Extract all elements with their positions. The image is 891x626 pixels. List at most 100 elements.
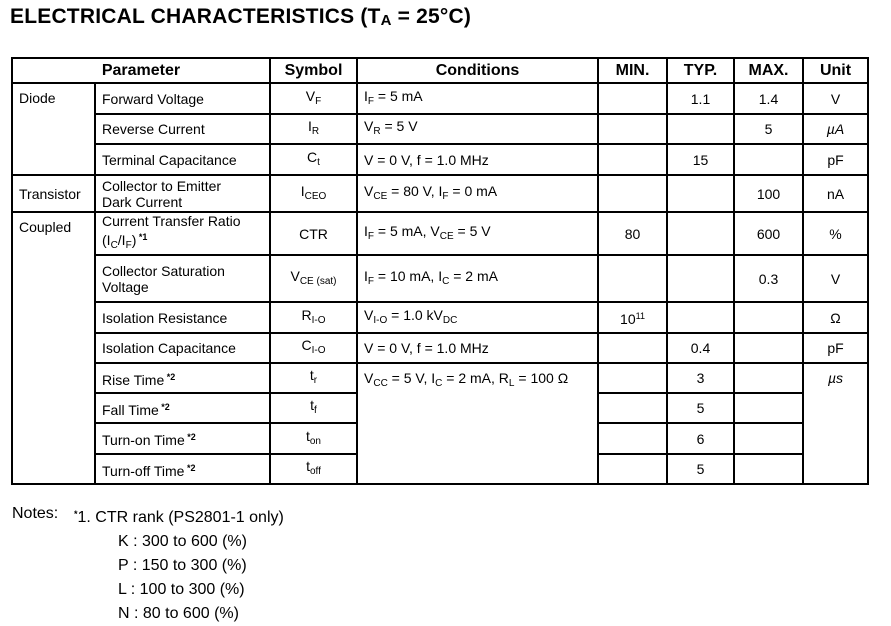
max-cell: [733, 143, 804, 176]
conditions-cell: IF = 10 mA, IC = 2 mA: [356, 254, 599, 303]
symbol-cell: IR: [269, 113, 358, 145]
symbol-cell: CI-O: [269, 332, 358, 364]
min-cell: [597, 332, 668, 364]
notes-label: Notes:: [12, 505, 59, 522]
min-cell: [597, 254, 668, 303]
max-cell: 100: [733, 174, 804, 213]
typ-cell: 5: [666, 392, 735, 424]
unit-cell: nA: [802, 174, 869, 213]
typ-cell: 3: [666, 362, 735, 394]
parameter-cell: Turn-on Time *2: [94, 422, 271, 455]
min-cell: 1011: [597, 301, 668, 334]
unit-cell: Ω: [802, 301, 869, 334]
table-row: Turn-off Time *2 toff 5: [12, 453, 868, 485]
max-cell: [733, 392, 804, 424]
symbol-cell: RI-O: [269, 301, 358, 334]
typ-cell: [666, 254, 735, 303]
parameter-cell: Terminal Capacitance: [94, 143, 271, 176]
group-cell: Transistor: [11, 174, 96, 213]
conditions-cell: V = 0 V, f = 1.0 MHz: [356, 143, 599, 176]
typ-cell: [666, 113, 735, 145]
symbol-cell: Ct: [269, 143, 358, 176]
unit-cell: %: [802, 211, 869, 256]
note-1: *1. CTR rank (PS2801-1 only): [74, 509, 284, 526]
parameter-cell: Forward Voltage: [94, 82, 271, 115]
parameter-cell: Isolation Resistance: [94, 301, 271, 334]
table-header-row: Parameter Symbol Conditions MIN. TYP. MA…: [11, 57, 869, 84]
min-cell: [597, 362, 668, 394]
typ-cell: 5: [666, 453, 735, 485]
symbol-cell: tr: [269, 362, 358, 394]
min-cell: 80: [597, 211, 668, 256]
parameter-cell: Collector Saturation Voltage: [94, 254, 271, 303]
header-conditions: Conditions: [356, 57, 599, 84]
table-row: Fall Time *2 tf 5: [12, 392, 868, 424]
header-unit: Unit: [802, 57, 869, 84]
table-row: Turn-on Time *2 ton 6: [12, 422, 868, 455]
table-row: Terminal Capacitance Ct V = 0 V, f = 1.0 M…: [12, 143, 869, 176]
symbol-cell: tf: [269, 392, 358, 424]
min-cell: [597, 82, 668, 115]
typ-cell: [666, 211, 735, 256]
parameter-cell: Current Transfer Ratio (IC/IF) *1: [94, 211, 271, 256]
unit-cell: V: [802, 254, 869, 303]
conditions-cell: V = 0 V, f = 1.0 MHz: [356, 332, 599, 364]
unit-cell: µA: [802, 113, 869, 145]
conditions-cell: VCE = 80 V, IF = 0 mA: [356, 174, 599, 213]
ctr-rank-l: L : 100 to 300 (%): [118, 581, 245, 598]
min-cell: [597, 174, 668, 213]
symbol-cell: VCE (sat): [269, 254, 358, 303]
table-row: Coupled Current Transfer Ratio (IC/IF) *1 C…: [11, 211, 869, 485]
min-cell: [597, 392, 668, 424]
header-typ: TYP.: [666, 57, 735, 84]
max-cell: [733, 422, 804, 455]
max-cell: 5: [733, 113, 804, 145]
conditions-cell: VI-O = 1.0 kVDC: [356, 301, 599, 334]
conditions-cell: VR = 5 V: [356, 113, 599, 145]
typ-cell: [666, 301, 735, 334]
parameter-cell: Fall Time *2: [94, 392, 271, 424]
unit-cell: pF: [802, 332, 869, 364]
table-row: Diode Forward Voltage VF IF = 5 mA 1.1 1.4 V: [11, 82, 869, 176]
min-cell: [597, 113, 668, 145]
page-title: ELECTRICAL CHARACTERISTICS (TA = 25°C): [10, 5, 472, 29]
table-row: Isolation Capacitance CI-O V = 0 V, f = 1.…: [12, 332, 869, 364]
ctr-rank-p: P : 150 to 300 (%): [118, 557, 247, 574]
table-row: Reverse Current IR VR = 5 V 5 µA: [12, 113, 869, 145]
min-cell: [597, 143, 668, 176]
max-cell: [733, 332, 804, 364]
symbol-cell: toff: [269, 453, 358, 485]
parameter-cell: Reverse Current: [94, 113, 271, 145]
electrical-characteristics-table: Parameter Symbol Conditions MIN. TYP. MA…: [11, 57, 869, 485]
typ-cell: 1.1: [666, 82, 735, 115]
max-cell: [733, 453, 804, 485]
max-cell: [733, 362, 804, 394]
table-row: Transistor Collector to Emitter Dark Curre…: [11, 174, 869, 213]
max-cell: 600: [733, 211, 804, 256]
table-row: Collector Saturation Voltage VCE (sat) IF =…: [12, 254, 869, 303]
ctr-rank-n: N : 80 to 600 (%): [118, 605, 239, 622]
conditions-cell: IF = 5 mA: [356, 82, 599, 115]
max-cell: 0.3: [733, 254, 804, 303]
symbol-cell: ton: [269, 422, 358, 455]
typ-cell: [666, 174, 735, 213]
header-min: MIN.: [597, 57, 668, 84]
symbol-cell: CTR: [269, 211, 358, 256]
conditions-cell: VCC = 5 V, IC = 2 mA, RL = 100 Ω: [356, 362, 599, 485]
unit-cell: µs: [802, 362, 869, 485]
unit-cell: pF: [802, 143, 869, 176]
table-row: Isolation Resistance RI-O VI-O = 1.0 kVDC 1…: [12, 301, 869, 334]
typ-cell: 0.4: [666, 332, 735, 364]
symbol-cell: ICEO: [269, 174, 358, 213]
min-cell: [597, 422, 668, 455]
header-parameter: Parameter: [11, 57, 271, 84]
symbol-cell: VF: [269, 82, 358, 115]
max-cell: 1.4: [733, 82, 804, 115]
header-max: MAX.: [733, 57, 804, 84]
parameter-cell: Collector to Emitter Dark Current: [94, 174, 271, 213]
typ-cell: 6: [666, 422, 735, 455]
conditions-cell: IF = 5 mA, VCE = 5 V: [356, 211, 599, 256]
unit-cell: V: [802, 82, 869, 115]
min-cell: [597, 453, 668, 485]
parameter-cell: Isolation Capacitance: [94, 332, 271, 364]
